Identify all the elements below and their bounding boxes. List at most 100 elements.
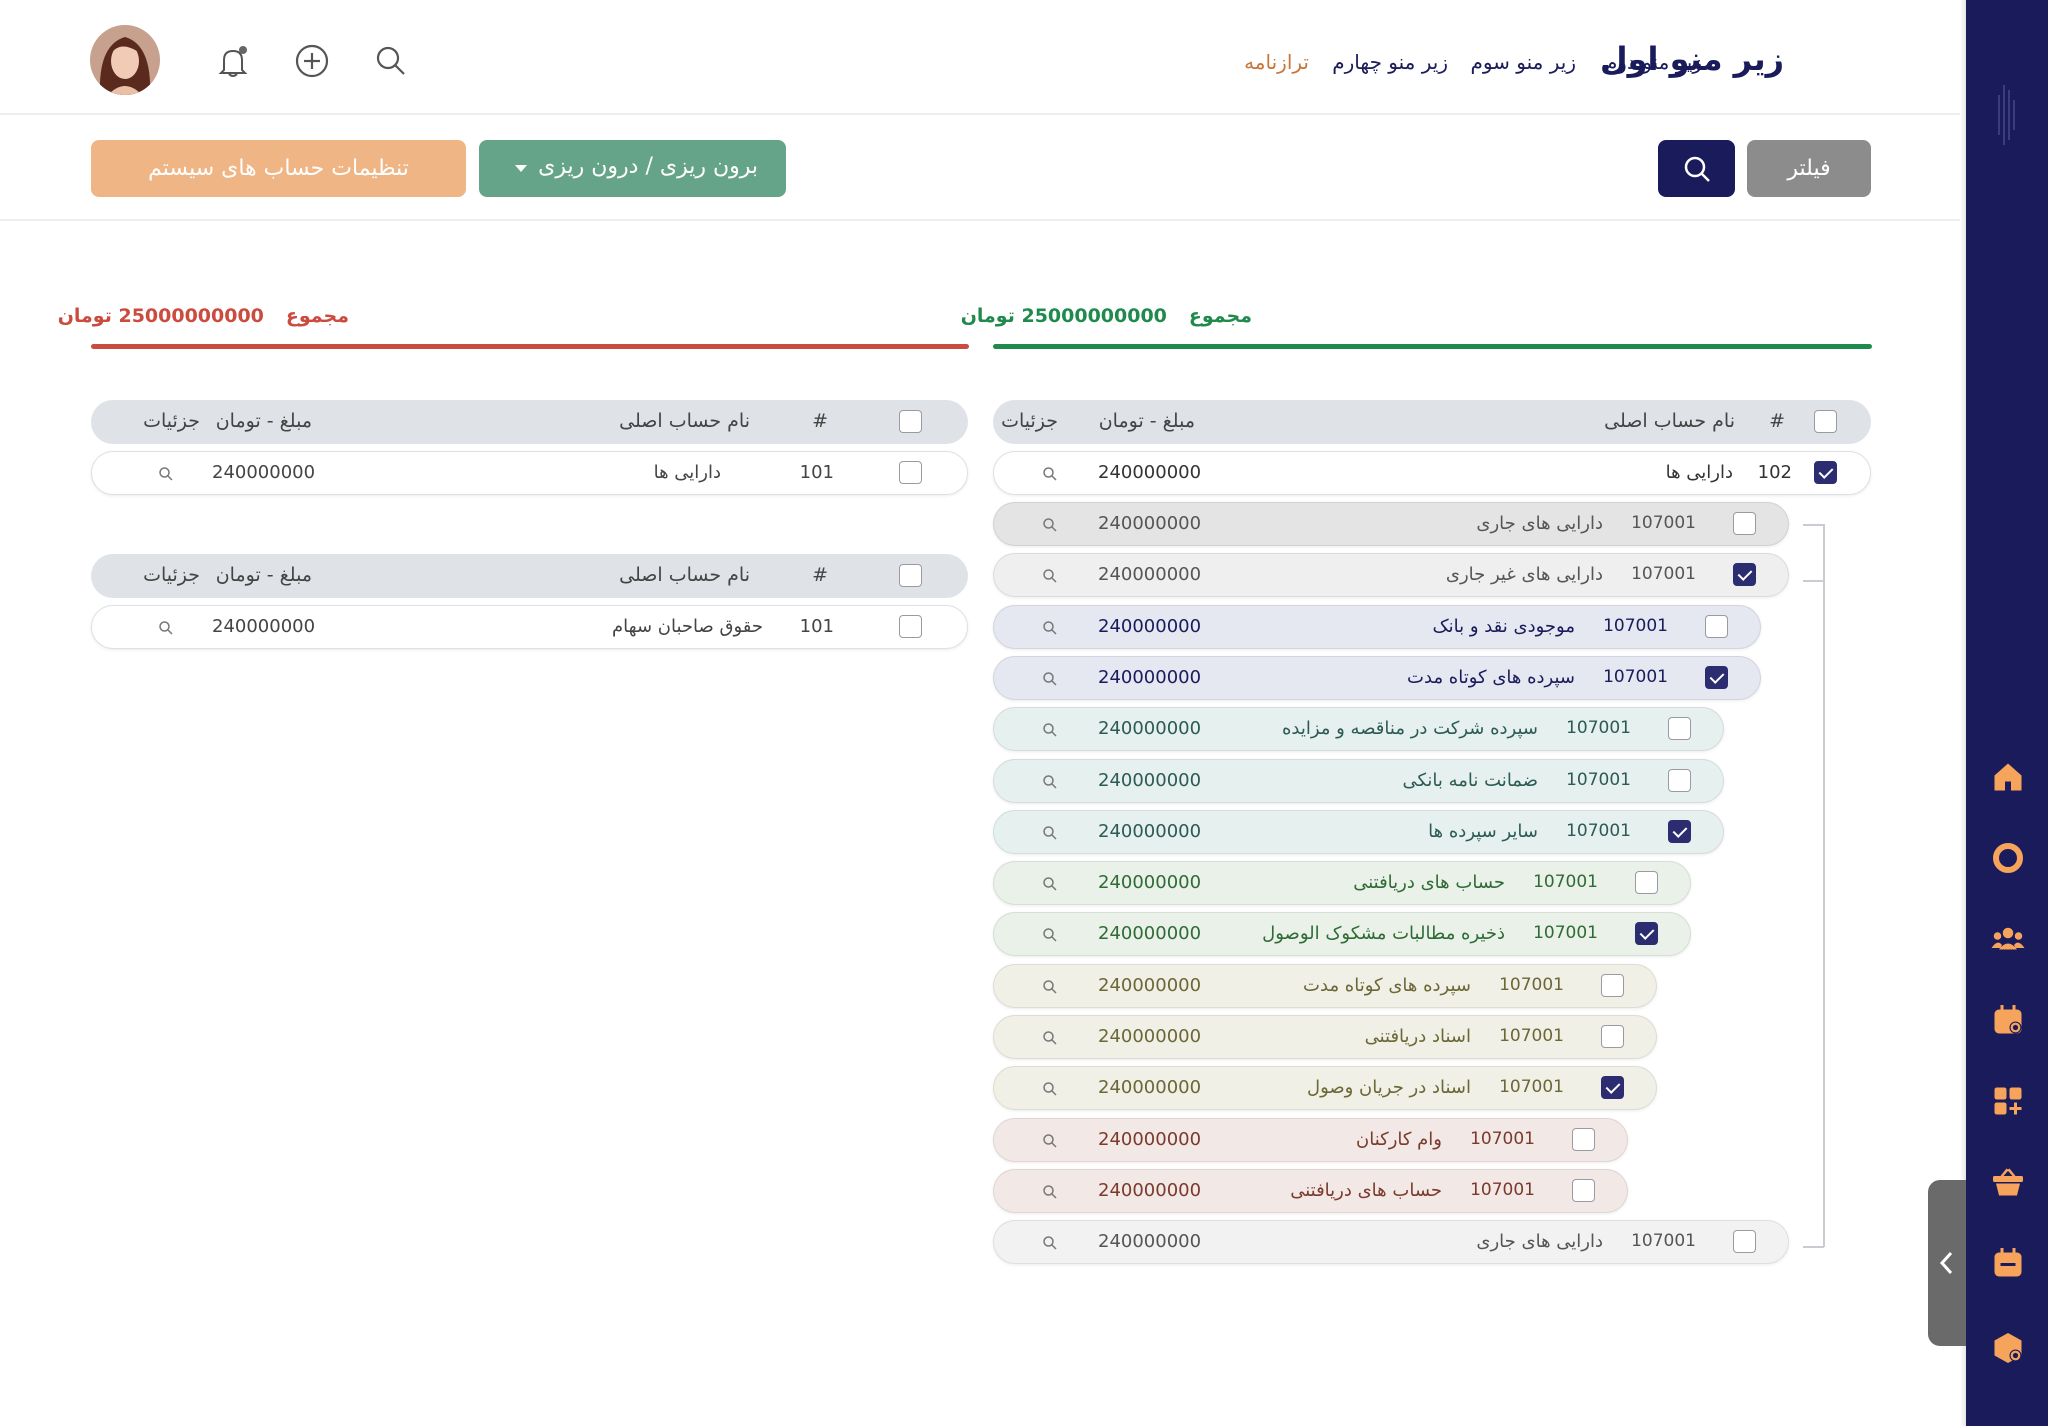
row-checkbox[interactable] <box>1733 563 1756 586</box>
add-circle-icon[interactable] <box>295 44 329 78</box>
avatar[interactable] <box>90 25 160 95</box>
row-account-name: حساب های دریافتنی <box>1353 872 1505 893</box>
right-total: مجموع 25000000000 تومان <box>961 305 1252 327</box>
row-number: 107001 <box>1499 975 1564 995</box>
row-amount: 240000000 <box>1098 872 1202 893</box>
row-number: 107001 <box>1631 564 1696 584</box>
apps-add-icon[interactable] <box>1990 1083 2026 1119</box>
details-search-icon[interactable] <box>1042 1133 1058 1149</box>
tree-branch <box>1803 524 1824 526</box>
row-checkbox[interactable] <box>1668 769 1691 792</box>
details-search-icon[interactable] <box>1042 466 1058 482</box>
right-sidebar <box>1966 0 2048 1426</box>
calendar-settings-icon[interactable] <box>1990 1002 2026 1038</box>
row-checkbox[interactable] <box>1572 1179 1595 1202</box>
details-search-icon[interactable] <box>1042 620 1058 636</box>
row-account-name: حقوق صاحبان سهام <box>612 616 763 637</box>
row-checkbox[interactable] <box>1668 717 1691 740</box>
row-checkbox[interactable] <box>1635 871 1658 894</box>
home-icon[interactable] <box>1990 759 2026 795</box>
row-amount: 240000000 <box>1098 616 1202 637</box>
select-all-checkbox[interactable] <box>1814 410 1837 433</box>
details-search-icon[interactable] <box>1042 774 1058 790</box>
left-table-header: # نام حساب اصلی مبلغ - تومان جزئیات <box>91 400 968 444</box>
table-row: 107001 ذخیره مطالبات مشکوک الوصول 24000000… <box>993 912 1691 956</box>
row-amount: 240000000 <box>1098 718 1202 739</box>
details-search-icon[interactable] <box>1042 1235 1058 1251</box>
row-checkbox[interactable] <box>1572 1128 1595 1151</box>
nav-item-balance-sheet[interactable]: ترازنامه <box>1244 50 1309 74</box>
select-all-checkbox[interactable] <box>899 564 922 587</box>
row-amount: 240000000 <box>1098 770 1202 791</box>
row-amount: 240000000 <box>1098 1026 1202 1047</box>
row-amount: 240000000 <box>1098 923 1202 944</box>
row-checkbox[interactable] <box>1705 666 1728 689</box>
search-icon[interactable] <box>374 44 408 78</box>
row-checkbox[interactable] <box>1601 1076 1624 1099</box>
details-search-icon[interactable] <box>1042 1081 1058 1097</box>
left-total-value: 25000000000 تومان <box>57 305 264 327</box>
row-checkbox[interactable] <box>1814 461 1837 484</box>
details-search-icon[interactable] <box>1042 517 1058 533</box>
select-all-checkbox[interactable] <box>899 410 922 433</box>
row-number: 107001 <box>1631 1231 1696 1251</box>
box-settings-icon[interactable] <box>1990 1330 2026 1366</box>
nav-brand-first-submenu[interactable]: زیر منو اول <box>1599 40 1784 78</box>
row-number: 107001 <box>1470 1180 1535 1200</box>
row-number: 107001 <box>1631 513 1696 533</box>
details-search-icon[interactable] <box>1042 1030 1058 1046</box>
notification-bell-icon[interactable] <box>216 44 250 78</box>
rail-shadow <box>1960 0 1966 1426</box>
right-table-header: # نام حساب اصلی مبلغ - تومان جزئیات <box>993 400 1871 444</box>
row-checkbox[interactable] <box>1601 974 1624 997</box>
details-search-icon[interactable] <box>158 466 174 482</box>
tree-branch <box>1803 1246 1824 1248</box>
row-checkbox[interactable] <box>1733 1230 1756 1253</box>
search-button[interactable] <box>1658 140 1735 197</box>
system-accounts-settings-button[interactable]: تنظیمات حساب های سیستم <box>91 140 466 197</box>
row-checkbox[interactable] <box>1668 820 1691 843</box>
row-amount: 240000000 <box>1098 667 1202 688</box>
details-search-icon[interactable] <box>1042 1184 1058 1200</box>
circle-icon[interactable] <box>1990 840 2026 876</box>
nav-item-third-submenu[interactable]: زیر منو سوم <box>1470 50 1576 74</box>
details-search-icon[interactable] <box>1042 876 1058 892</box>
row-checkbox[interactable] <box>1733 512 1756 535</box>
details-search-icon[interactable] <box>158 620 174 636</box>
row-checkbox[interactable] <box>1601 1025 1624 1048</box>
nav-item-fourth-submenu[interactable]: زیر منو چهارم <box>1332 50 1448 74</box>
row-amount: 240000000 <box>1098 1129 1202 1150</box>
sidebar-collapse-tab[interactable] <box>1928 1180 1966 1346</box>
details-search-icon[interactable] <box>1042 825 1058 841</box>
details-search-icon[interactable] <box>1042 568 1058 584</box>
row-checkbox[interactable] <box>899 461 922 484</box>
details-search-icon[interactable] <box>1042 671 1058 687</box>
details-search-icon[interactable] <box>1042 979 1058 995</box>
row-number: 107001 <box>1533 872 1598 892</box>
toolbar: فیلتر برون ریزی / درون ریزی تنظیمات حساب… <box>0 117 1960 221</box>
table-row: 107001 حساب های دریافتنی 240000000 <box>993 861 1691 905</box>
row-number: 107001 <box>1499 1026 1564 1046</box>
row-checkbox[interactable] <box>899 615 922 638</box>
row-account-name: سپرده های کوتاه مدت <box>1407 667 1575 688</box>
row-checkbox[interactable] <box>1705 615 1728 638</box>
filter-button[interactable]: فیلتر <box>1747 140 1871 197</box>
basket-icon[interactable] <box>1990 1164 2026 1200</box>
calendar-icon[interactable] <box>1990 1245 2026 1281</box>
row-amount: 240000000 <box>212 462 316 483</box>
row-amount: 240000000 <box>1098 513 1202 534</box>
row-amount: 240000000 <box>1098 564 1202 585</box>
row-account-name: وام کارکنان <box>1355 1129 1442 1150</box>
details-search-icon[interactable] <box>1042 722 1058 738</box>
team-icon[interactable] <box>1990 921 2026 957</box>
import-export-dropdown[interactable]: برون ریزی / درون ریزی <box>479 140 786 197</box>
details-search-icon[interactable] <box>1042 927 1058 943</box>
row-number: 107001 <box>1566 821 1631 841</box>
chevron-left-icon <box>1939 1251 1953 1275</box>
left-total-underline <box>91 344 969 349</box>
header-amount: مبلغ - تومان <box>215 564 312 586</box>
row-checkbox[interactable] <box>1635 922 1658 945</box>
nav-item-second-submenu[interactable]: زیر منو دوم <box>1604 50 1702 74</box>
search-icon <box>1684 156 1710 182</box>
header-amount: مبلغ - تومان <box>1098 410 1195 432</box>
